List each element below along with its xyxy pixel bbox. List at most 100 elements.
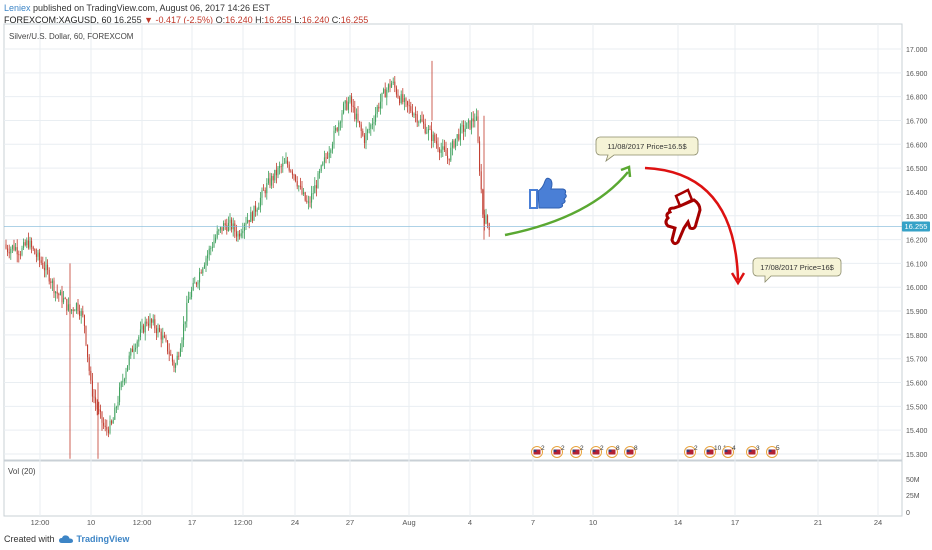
event-flag-icon[interactable]: 2 — [551, 445, 566, 458]
candle-body — [8, 251, 10, 254]
candle-body — [370, 124, 372, 129]
price-change: -0.417 (-2.5%) — [155, 15, 214, 25]
candle-body — [255, 205, 257, 212]
created-with-text: Created with — [4, 534, 55, 544]
callout-1-text: 11/08/2017 Price=16.5$ — [607, 142, 687, 151]
event-flag-icon[interactable]: 2 — [570, 445, 585, 458]
y-tick-label: 16.700 — [906, 118, 928, 125]
candle-body — [133, 349, 135, 352]
candle-body — [266, 183, 268, 194]
event-flag-icon[interactable]: 10 1 — [704, 445, 728, 458]
candle-body — [47, 264, 49, 270]
candle-body — [458, 134, 460, 140]
candle-body — [344, 100, 346, 104]
candle-body — [211, 247, 213, 248]
candle-body — [347, 102, 349, 110]
candle-body — [264, 190, 266, 194]
candle-body — [287, 160, 289, 165]
candle-body — [274, 169, 276, 181]
candle-body — [171, 355, 173, 362]
candle-body — [167, 340, 169, 352]
volume-label: Vol (20) — [8, 467, 36, 476]
candle-body — [71, 309, 73, 312]
flag-icon — [608, 449, 616, 455]
candle-body — [357, 113, 359, 122]
grid-lines — [4, 24, 902, 516]
candle-body — [10, 248, 12, 254]
candle-body — [323, 157, 325, 163]
candle-body — [240, 233, 242, 237]
time-axis[interactable]: 12:00 10 12:00 17 12:00 24 27 Aug 4 7 10 14 17 21 24 — [31, 518, 883, 527]
candle-body — [272, 176, 274, 181]
x-tick-label: 10 — [87, 518, 95, 527]
economic-events-row[interactable]: 2 2 2 2 8 8 2 10 1 4 3 5 — [531, 445, 781, 458]
candle-body — [429, 129, 431, 130]
candle-body — [191, 289, 193, 297]
callout-target-2[interactable]: 17/08/2017 Price=16$ — [752, 257, 842, 283]
candle-body — [31, 240, 33, 247]
candle-body — [431, 129, 433, 141]
candle-body — [229, 219, 231, 223]
candle-body — [307, 201, 309, 203]
candle-body — [37, 252, 39, 257]
candle-body — [216, 231, 218, 238]
callout-target-1[interactable]: 11/08/2017 Price=16.5$ — [595, 136, 699, 163]
volume-tick-label: 25M — [906, 493, 920, 500]
candle-body — [91, 380, 93, 397]
event-count: 2 — [694, 445, 698, 452]
candle-body — [77, 303, 79, 311]
candle-body — [415, 114, 417, 115]
candle-body — [59, 291, 61, 296]
callout-2-text: 17/08/2017 Price=16$ — [760, 263, 834, 272]
candle-body — [435, 141, 437, 144]
price-axis[interactable]: 17.000 16.900 16.800 16.700 16.600 16.500 16.4… — [906, 47, 928, 459]
event-count: 4 — [732, 445, 736, 452]
candle-body — [346, 100, 348, 110]
y-tick-label: 15.500 — [906, 404, 928, 411]
y-tick-label: 15.900 — [906, 309, 928, 316]
candle-body — [34, 248, 36, 255]
candle-body — [424, 123, 426, 134]
candle-body — [183, 324, 185, 340]
event-flag-icon[interactable]: 8 — [606, 445, 621, 458]
candle-body — [461, 125, 463, 127]
candle-body — [207, 254, 209, 259]
candle-body — [187, 299, 189, 303]
candle-body — [127, 365, 129, 372]
candle-body — [453, 141, 455, 148]
candle-body — [363, 135, 365, 143]
event-flag-icon[interactable]: 4 — [722, 445, 737, 458]
candle-body — [322, 162, 324, 166]
candle-body — [471, 118, 473, 129]
price-pane[interactable] — [3, 23, 903, 461]
event-flag-icon[interactable]: 2 — [684, 445, 699, 458]
y-tick-label: 16.300 — [906, 214, 928, 221]
candle-body — [18, 254, 20, 256]
candle-body — [315, 185, 317, 189]
candle-body — [304, 192, 306, 201]
candle-body — [72, 309, 74, 312]
volume-pane[interactable] — [3, 460, 903, 517]
candle-body — [269, 178, 271, 186]
candle-body — [45, 264, 47, 271]
candle-body — [419, 119, 421, 122]
candle-body — [485, 215, 487, 224]
event-flag-icon[interactable]: 8 — [624, 445, 639, 458]
tradingview-brand[interactable]: TradingView — [76, 534, 130, 544]
candle-body — [482, 189, 484, 215]
event-flag-icon[interactable]: 2 — [590, 445, 605, 458]
candle-body — [389, 84, 391, 88]
candle-body — [5, 244, 7, 249]
candle-body — [336, 127, 338, 131]
flag-canton — [706, 449, 710, 452]
event-flag-icon[interactable]: 3 — [746, 445, 761, 458]
event-flag-icon[interactable]: 2 — [531, 445, 546, 458]
candle-body — [213, 241, 215, 248]
chart-title: Silver/U.S. Dollar, 60, FOREXCOM — [9, 32, 134, 41]
author-link[interactable]: Leniex — [4, 3, 31, 13]
candle-body — [75, 303, 77, 311]
event-flag-icon[interactable]: 5 — [766, 445, 781, 458]
candle-body — [317, 173, 319, 189]
candle-body — [82, 311, 84, 316]
